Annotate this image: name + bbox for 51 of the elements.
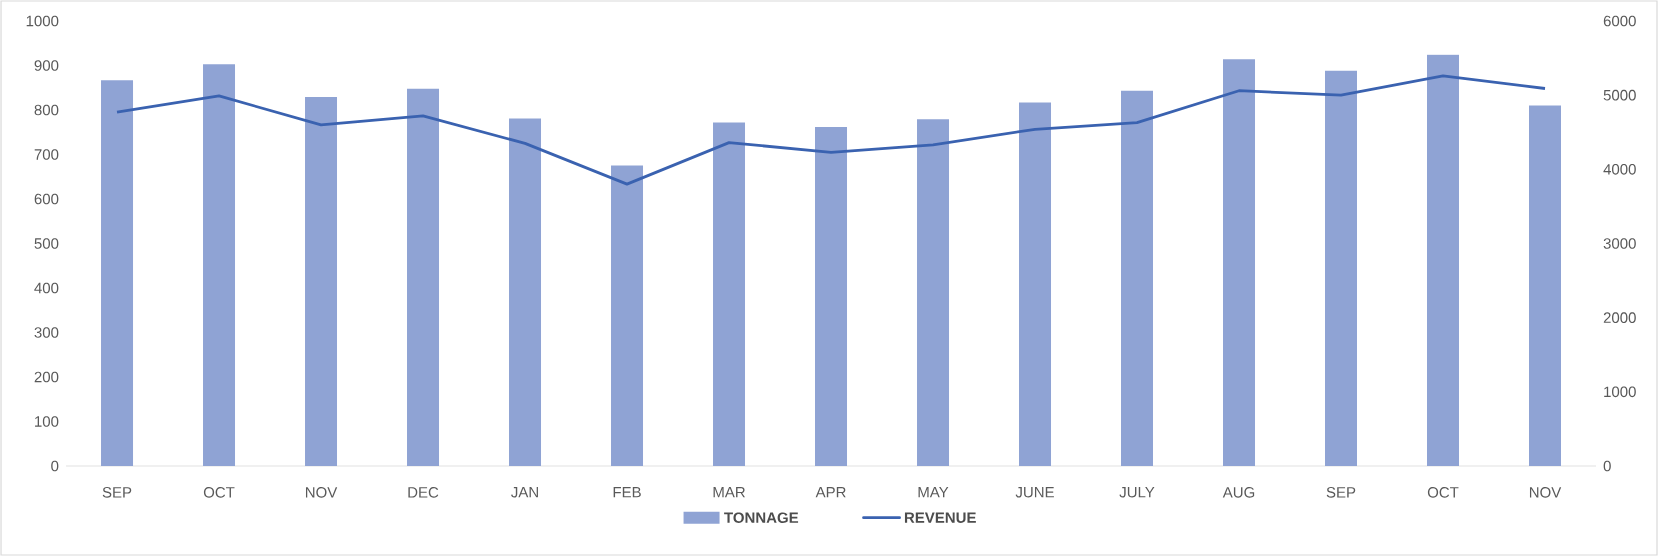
y-tick-label: 800 bbox=[34, 104, 59, 116]
bar bbox=[713, 122, 746, 466]
x-tick-label: APR bbox=[815, 487, 846, 498]
x-tick-label: SEP bbox=[1326, 487, 1356, 498]
x-tick-label: JULY bbox=[1119, 487, 1155, 498]
x-tick-label: MAR bbox=[713, 487, 745, 498]
y2-tick-label: 2000 bbox=[1603, 312, 1636, 323]
bar bbox=[1223, 59, 1256, 466]
legend-label: REVENUE bbox=[904, 512, 976, 523]
y-tick-label: 300 bbox=[34, 327, 59, 338]
y2-tick-label: 1000 bbox=[1604, 386, 1636, 398]
bar bbox=[305, 97, 338, 466]
x-tick-label: MAY bbox=[918, 487, 949, 498]
x-tick-label: OCT bbox=[1427, 487, 1459, 498]
bar bbox=[1427, 54, 1459, 466]
y-tick-label: 1000 bbox=[26, 15, 59, 27]
y2-tick-label: 4000 bbox=[1603, 164, 1636, 175]
bar bbox=[407, 88, 440, 466]
x-tick-label: DEC bbox=[408, 487, 439, 498]
line-series bbox=[115, 74, 1547, 186]
bar bbox=[101, 80, 134, 466]
y-tick-label: 200 bbox=[34, 371, 59, 383]
x-tick-label: OCT bbox=[203, 487, 235, 498]
y2-tick-label: 6000 bbox=[1603, 15, 1636, 27]
x-tick-label: JAN bbox=[511, 487, 538, 498]
y-tick-label: 500 bbox=[34, 238, 59, 249]
legend-label: TONNAGE bbox=[724, 512, 799, 524]
x-tick-label: NOV bbox=[1529, 487, 1562, 498]
bar bbox=[815, 126, 848, 466]
y-tick-label: 400 bbox=[34, 282, 59, 294]
x-tick-label: AUG bbox=[1222, 487, 1255, 498]
y-tick-label: 900 bbox=[34, 60, 59, 71]
y2-tick-label: 5000 bbox=[1603, 89, 1636, 101]
y2-tick-label: 0 bbox=[1603, 460, 1611, 472]
y-tick-label: 100 bbox=[35, 416, 59, 427]
bar bbox=[611, 165, 644, 466]
y-tick-label: 0 bbox=[51, 460, 59, 472]
y-tick-label: 700 bbox=[34, 149, 59, 160]
y-tick-label: 600 bbox=[34, 193, 59, 205]
bar bbox=[203, 64, 236, 466]
bar bbox=[917, 119, 950, 466]
y2-tick-label: 3000 bbox=[1603, 238, 1636, 249]
bar bbox=[1019, 102, 1052, 466]
bar bbox=[1325, 70, 1358, 466]
bar bbox=[1529, 105, 1562, 466]
x-tick-label: FEB bbox=[613, 487, 641, 498]
x-tick-label: JUNE bbox=[1015, 487, 1054, 498]
bar bbox=[1121, 90, 1154, 466]
x-tick-label: NOV bbox=[305, 487, 338, 498]
bar bbox=[509, 118, 542, 466]
x-tick-label: SEP bbox=[102, 487, 132, 498]
